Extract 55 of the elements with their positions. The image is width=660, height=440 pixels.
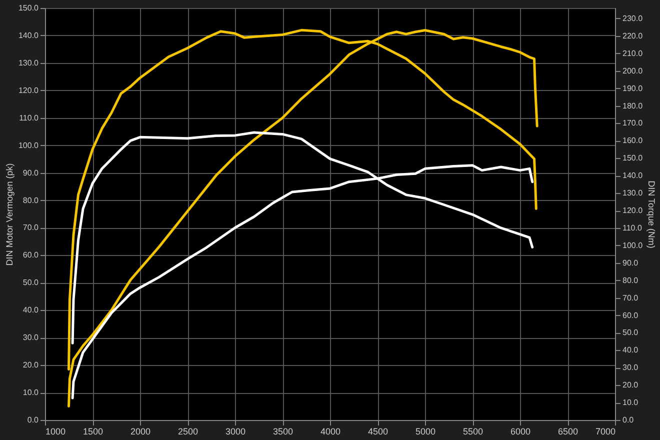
y2-tick-label: 20.0 — [622, 380, 639, 390]
y2-tick-label: 140.0 — [622, 171, 644, 180]
x-tick-label: 2000 — [130, 426, 151, 436]
y-tick-label: 50.0 — [22, 278, 40, 288]
y-tick-label: 10.0 — [22, 388, 40, 398]
y-tick-label: 90.0 — [22, 168, 40, 178]
y2-tick-label: 80.0 — [622, 276, 639, 285]
y-tick-label: 130.0 — [18, 58, 40, 68]
x-tick-label: 2500 — [178, 426, 198, 436]
y2-tick-label: 170.0 — [622, 118, 644, 128]
y-tick-label: 40.0 — [22, 306, 40, 315]
y2-tick-label: 210.0 — [622, 48, 644, 58]
x-tick-label: 4000 — [320, 426, 341, 436]
y-tick-label: 110.0 — [19, 113, 40, 122]
x-tick-label: 6500 — [558, 426, 578, 436]
x-tick-label: 3500 — [272, 426, 294, 436]
y2-tick-label: 230.0 — [622, 14, 644, 23]
y2-tick-label: 120.0 — [622, 206, 644, 216]
y-tick-label: 140.0 — [18, 30, 40, 40]
y2-tick-label: 50.0 — [622, 328, 639, 338]
y2-tick-label: 130.0 — [622, 188, 644, 198]
y-tick-label: 150.0 — [18, 4, 40, 12]
x-tick-label: 4500 — [368, 426, 388, 436]
y-tick-label: 60.0 — [22, 250, 40, 260]
y2-tick-label: 0.0 — [622, 416, 634, 424]
y2-axis-title: DIN Torque (Nm) — [646, 180, 657, 248]
y2-tick-label: 70.0 — [622, 293, 639, 302]
x-tick-label: 7000 — [595, 426, 616, 436]
x-tick-label: 6000 — [510, 426, 531, 436]
y2-tick-label: 190.0 — [622, 84, 644, 93]
y-tick-label: 100.0 — [18, 140, 40, 150]
y2-tick-label: 150.0 — [622, 154, 644, 163]
y-tick-label: 120.0 — [18, 86, 40, 95]
x-tick-label: 5000 — [415, 426, 436, 436]
x-tick-label: 1500 — [82, 426, 104, 436]
y2-tick-label: 100.0 — [622, 240, 644, 250]
x-tick-label: 3000 — [225, 426, 246, 436]
y2-tick-label: 30.0 — [622, 363, 639, 372]
y-tick-label: 0.0 — [27, 416, 40, 424]
y2-tick-label: 200.0 — [622, 66, 644, 76]
y2-tick-label: 10.0 — [622, 398, 639, 408]
y2-tick-label: 160.0 — [622, 136, 644, 146]
y2-tick-label: 60.0 — [622, 310, 639, 320]
x-tick-label: 5500 — [462, 426, 484, 436]
y2-tick-label: 180.0 — [622, 101, 644, 110]
y-tick-label: 20.0 — [22, 360, 40, 370]
y-tick-label: 30.0 — [22, 333, 40, 342]
x-tick-label: 1000 — [46, 426, 66, 436]
y2-tick-label: 110.0 — [622, 223, 642, 232]
y-tick-label: 80.0 — [22, 196, 40, 205]
y2-tick-label: 220.0 — [622, 31, 644, 40]
y-axis-title: DIN Motor Vermogen (pk) — [4, 163, 14, 266]
y-tick-label: 70.0 — [22, 223, 40, 232]
y2-tick-label: 90.0 — [622, 258, 639, 268]
y2-tick-label: 40.0 — [622, 346, 639, 355]
